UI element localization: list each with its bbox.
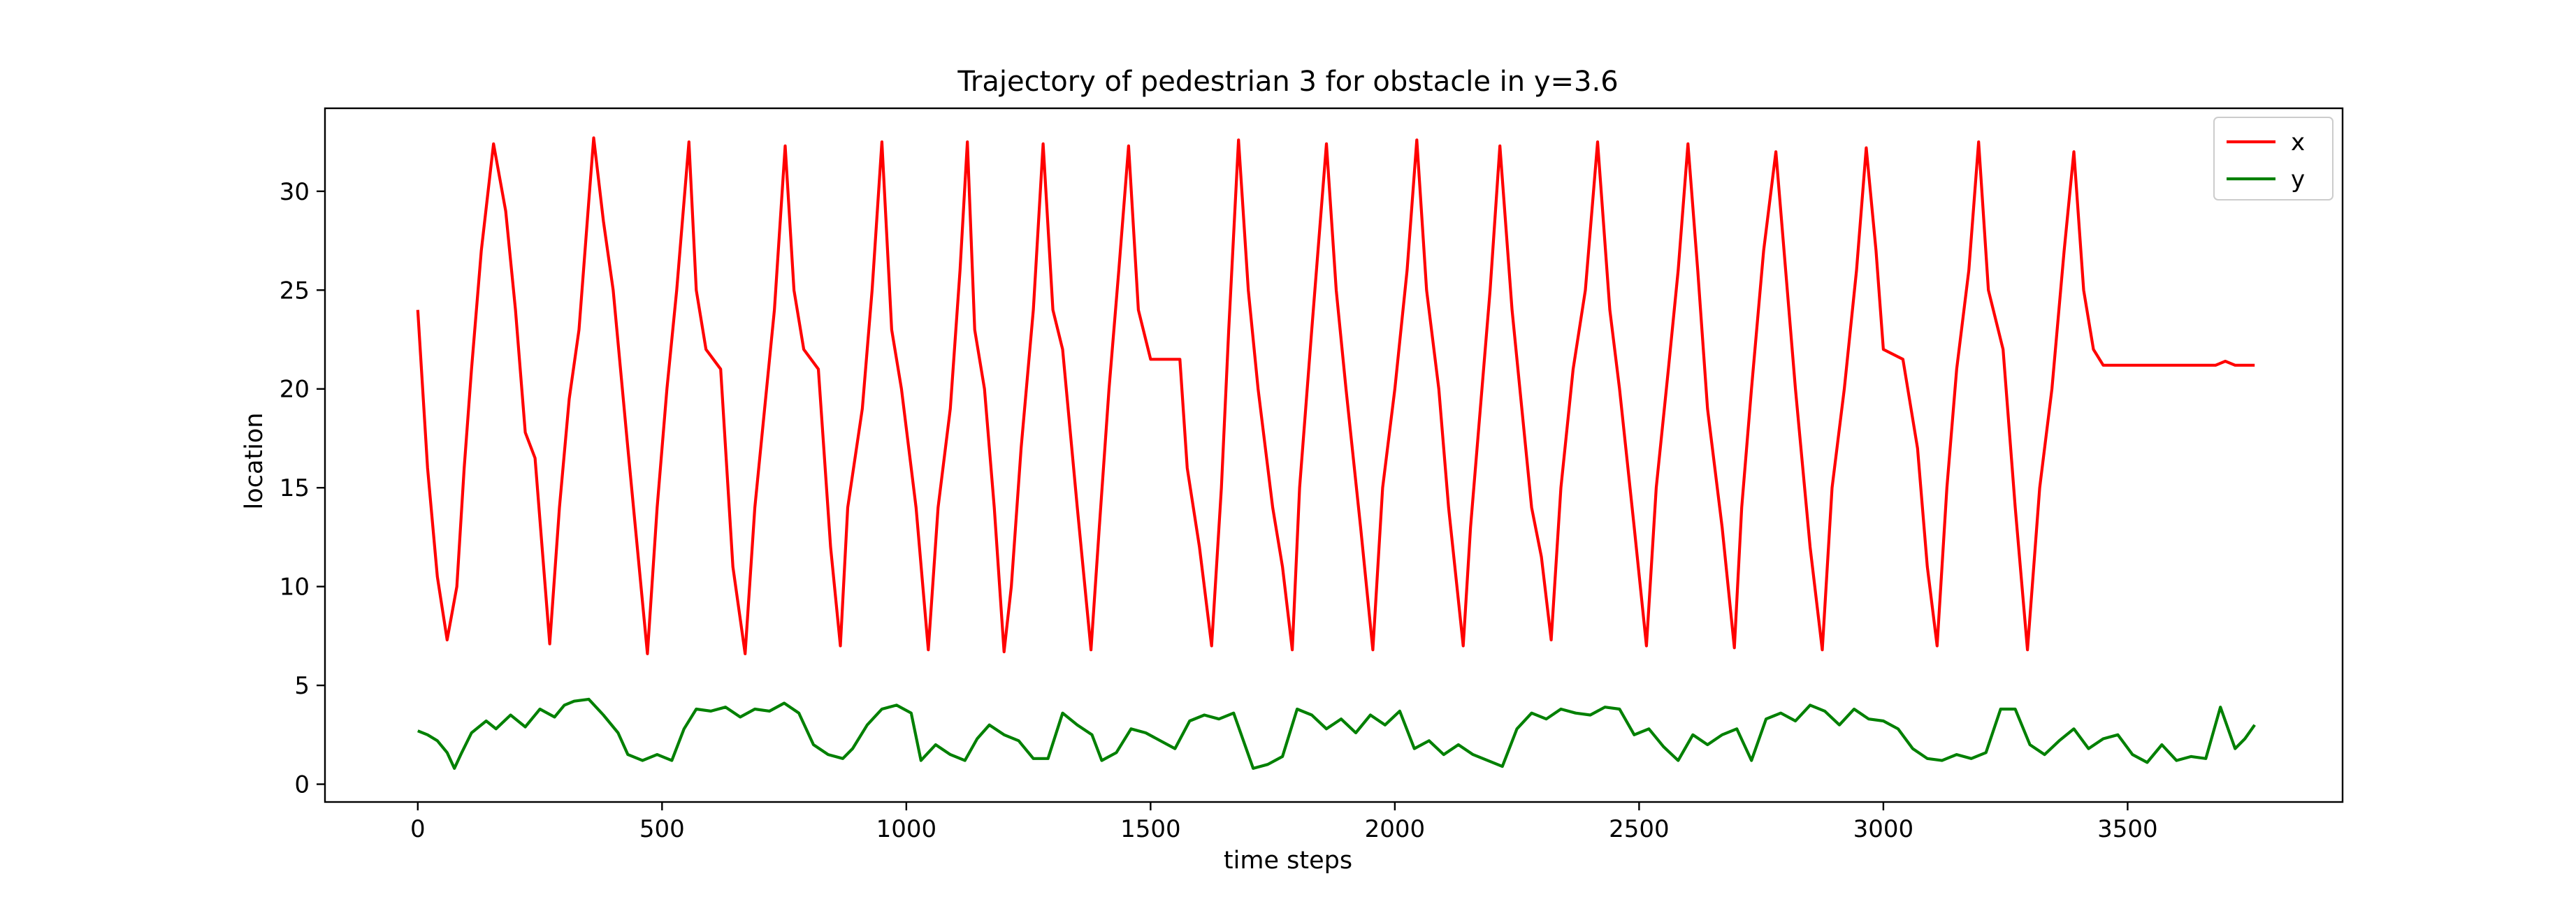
y-tick-label: 30 bbox=[280, 178, 310, 206]
x-tick-label: 3500 bbox=[2097, 815, 2158, 843]
legend-box bbox=[2213, 117, 2333, 200]
x-tick-label: 2000 bbox=[1365, 815, 1426, 843]
x-tick-label: 3000 bbox=[1853, 815, 1914, 843]
y-tick-label: 0 bbox=[294, 771, 310, 799]
y-tick-label: 10 bbox=[280, 574, 310, 601]
x-tick-label: 2500 bbox=[1609, 815, 1670, 843]
series-line-x bbox=[416, 136, 2255, 655]
plot-area: 0 500 1000 1500 2000 2500 3000 3500 0 5 10 15 20 25 30… bbox=[280, 107, 2344, 843]
legend-label-x: x bbox=[2291, 129, 2305, 156]
x-axis-label: time steps bbox=[1224, 847, 1352, 875]
y-axis-label: location bbox=[240, 413, 268, 510]
x-tick-label: 1000 bbox=[876, 815, 937, 843]
y-tick-label: 15 bbox=[280, 474, 310, 502]
y-tick-label: 5 bbox=[294, 672, 310, 700]
x-tick-label: 500 bbox=[639, 815, 685, 843]
x-tick-label: 1500 bbox=[1120, 815, 1181, 843]
chart-title: Trajectory of pedestrian 3 for obstacle … bbox=[957, 66, 1618, 98]
series-line-y bbox=[417, 697, 2256, 770]
y-tick-label: 25 bbox=[280, 277, 310, 305]
x-tick-label: 0 bbox=[410, 815, 426, 843]
legend-label-y: y bbox=[2291, 166, 2305, 194]
y-tick-label: 20 bbox=[280, 376, 310, 404]
plot-frame bbox=[324, 107, 2344, 803]
